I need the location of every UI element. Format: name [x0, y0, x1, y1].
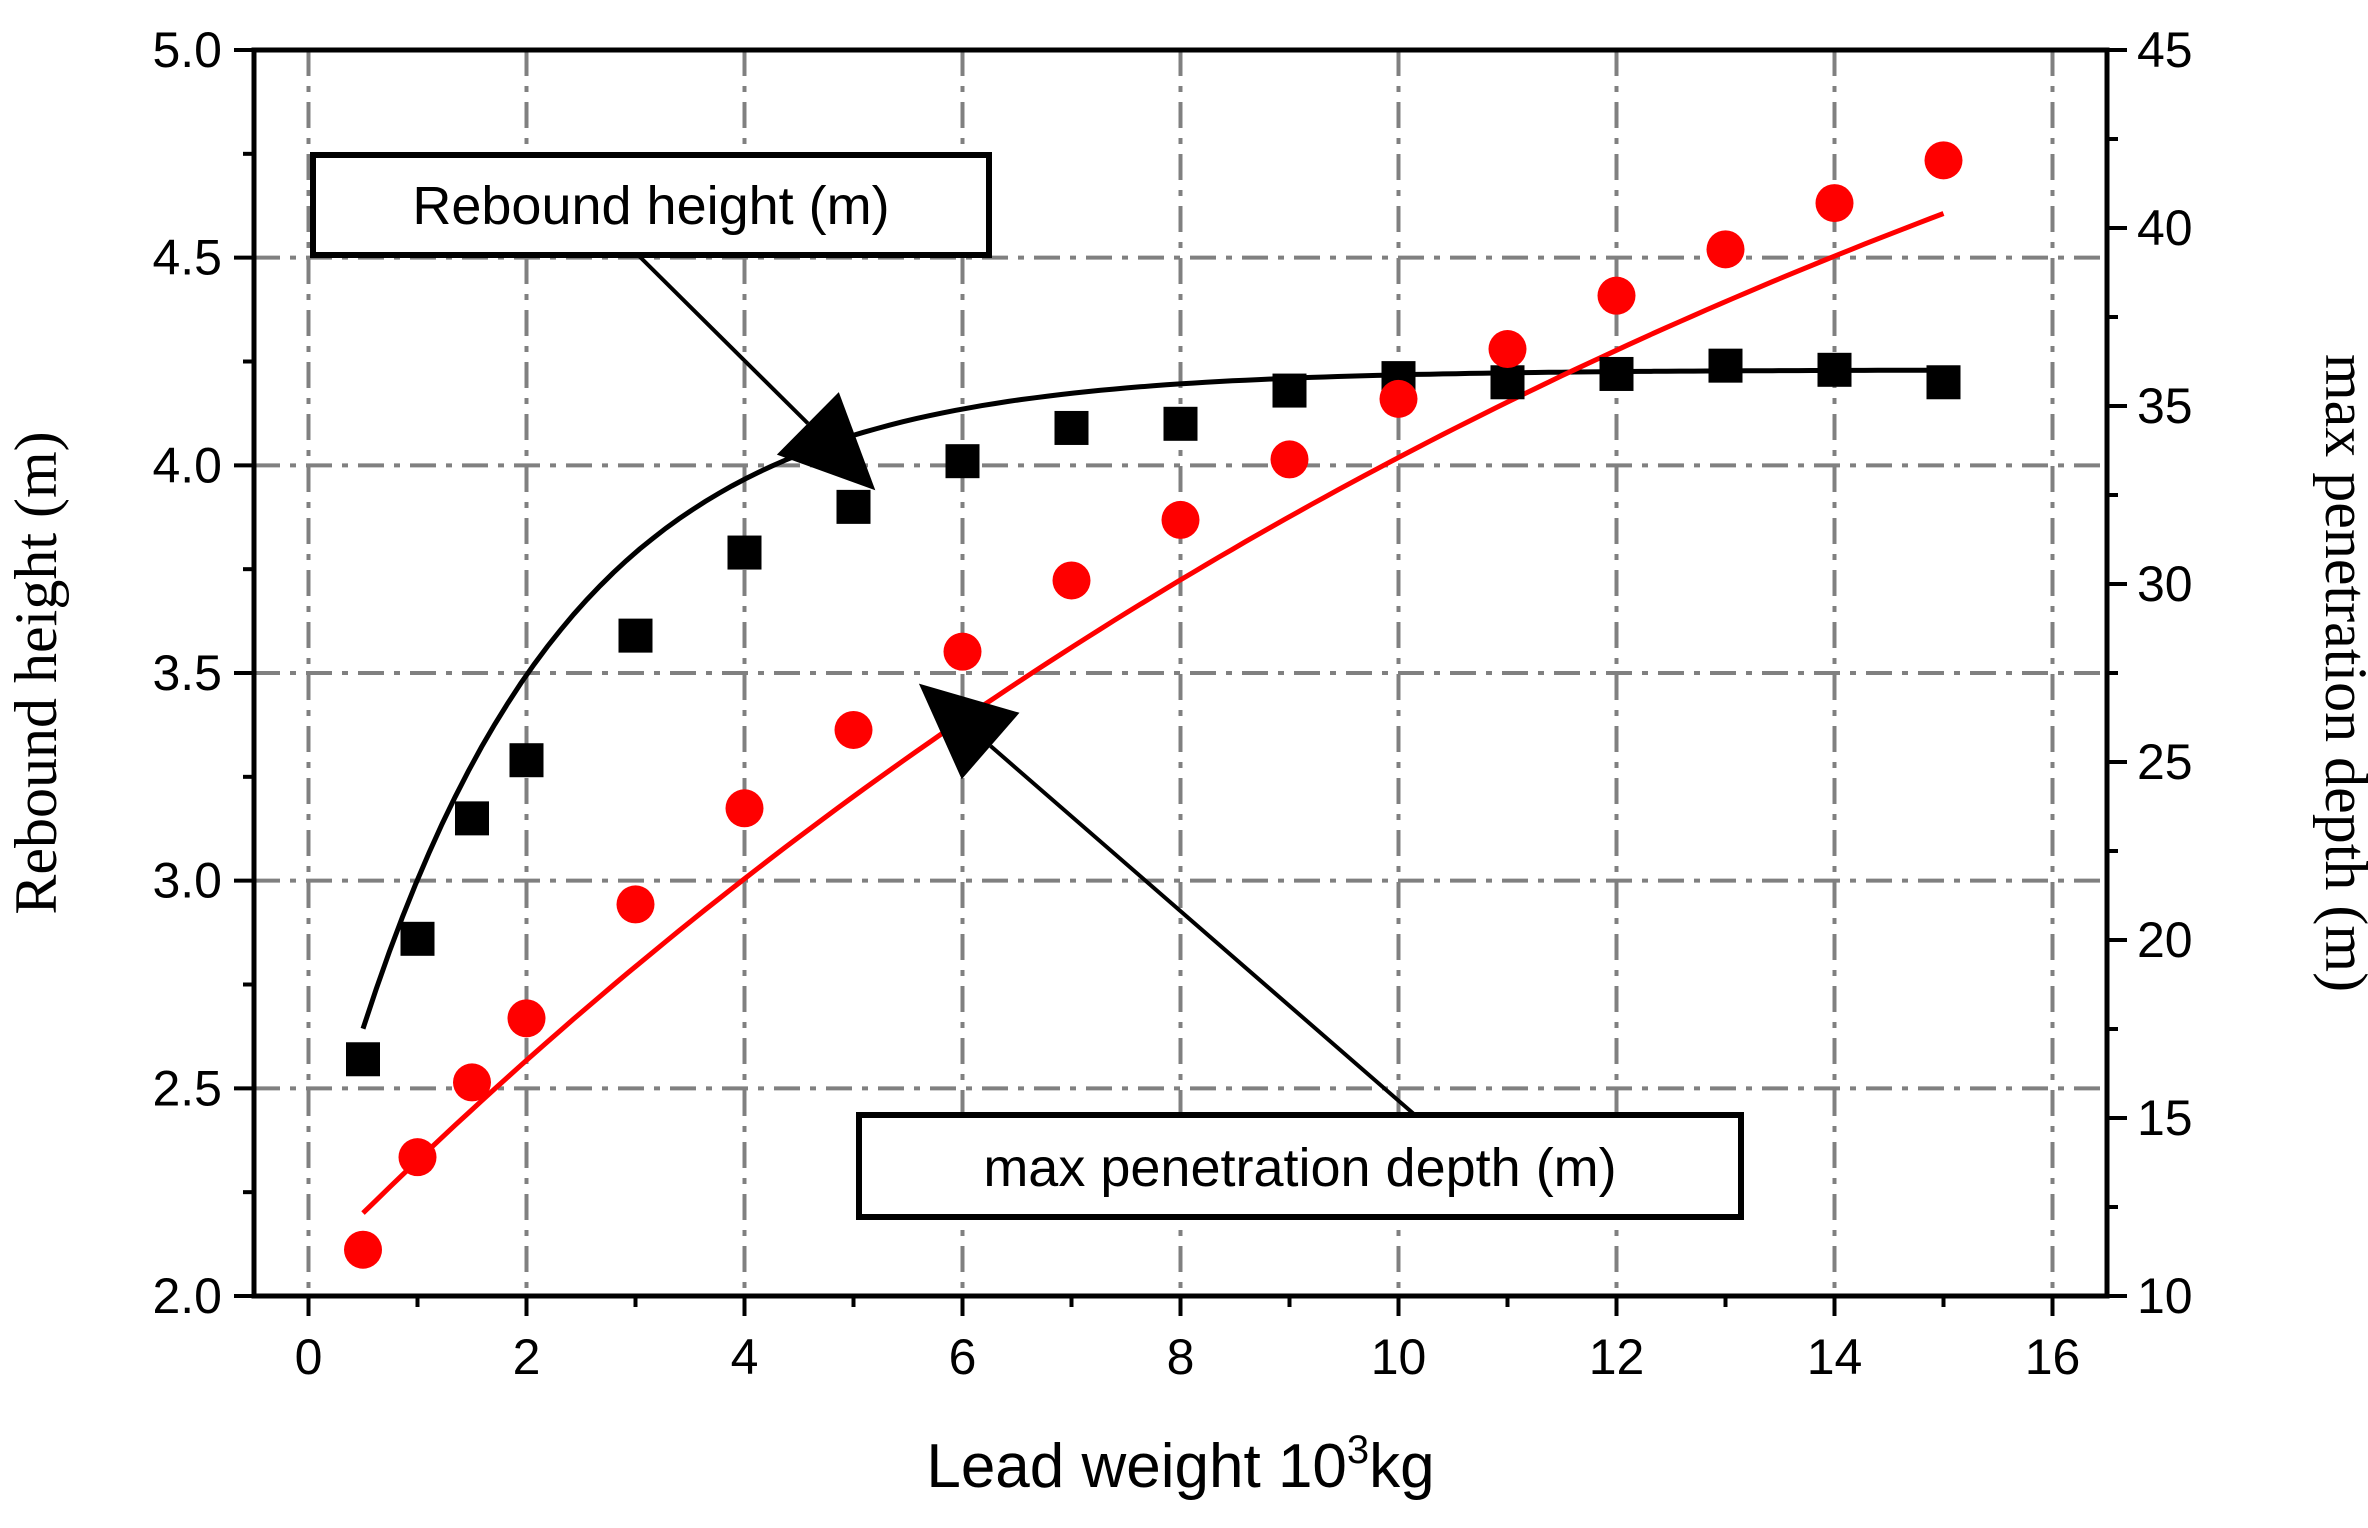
penetration-point: [507, 999, 546, 1038]
y-tick-label-right: 10: [2137, 1268, 2193, 1324]
y-axis-title-right: max penetration depth (m): [2313, 354, 2368, 992]
penetration-point: [834, 710, 873, 749]
y-tick-label-right: 35: [2137, 378, 2193, 434]
rebound-point: [727, 535, 762, 570]
rebound-point: [836, 489, 871, 524]
penetration-point: [344, 1230, 382, 1269]
y-tick-label-left: 3.0: [152, 853, 222, 909]
y-tick-label-right: 15: [2137, 1090, 2193, 1146]
x-tick-label: 16: [2025, 1329, 2081, 1385]
rebound-fit-line: [360, 367, 1944, 1030]
x-tick-label: 12: [1589, 1329, 1645, 1385]
y-tick-label-right: 45: [2137, 22, 2193, 78]
penetration-point: [943, 632, 982, 671]
y-tick-label-left: 2.5: [152, 1060, 222, 1116]
rebound-point: [1490, 365, 1525, 400]
rebound-point: [945, 444, 980, 479]
rebound-annotation-box: [310, 152, 992, 258]
rebound-point: [1599, 356, 1634, 391]
x-axis-title-sup: 3: [1347, 1428, 1369, 1472]
rebound-point: [1054, 410, 1089, 445]
x-tick-label: 8: [1167, 1329, 1195, 1385]
axes-layer: 0 2 4 6 8 10 12 14 16 2.0 2.5 3.0 3.5 4.0 4.5 5.0 10 15 20…: [152, 22, 2192, 1385]
y-axis-title-left: Rebound height (m): [3, 431, 69, 914]
penetration-annotation-arrow-shaft: [989, 744, 1417, 1117]
rebound-point: [346, 1042, 380, 1077]
y-tick-label-left: 3.5: [152, 645, 222, 701]
label-layer: Lead weight 103kg Rebound height (m) max…: [3, 354, 2368, 1501]
penetration-point: [453, 1063, 491, 1102]
y-tick-label-left: 4.5: [152, 230, 222, 286]
rebound-point: [1817, 352, 1852, 387]
penetration-point: [1924, 141, 1963, 180]
penetration-point: [398, 1138, 437, 1177]
y-tick-label-left: 4.0: [152, 437, 222, 493]
y-tick-label-right: 20: [2137, 912, 2193, 968]
rebound-annotation-arrow-head: [776, 392, 876, 491]
rebound-point: [400, 921, 435, 956]
x-tick-label: 4: [731, 1329, 759, 1385]
y-tick-label-right: 30: [2137, 556, 2193, 612]
x-axis-title-main: Lead weight 10: [926, 1432, 1347, 1501]
y-tick-label-right: 25: [2137, 734, 2193, 790]
penetration-annotation-text: max penetration depth (m): [983, 1138, 1616, 1198]
penetration-annotation-box: [856, 1112, 1744, 1220]
penetration-point: [1597, 276, 1636, 315]
x-tick-label: 2: [513, 1329, 541, 1385]
annotation-layer: Rebound height (m) max penetration depth …: [310, 152, 1744, 1220]
penetration-annotation-arrow-head: [918, 683, 1020, 780]
x-tick-label: 0: [295, 1329, 323, 1385]
x-tick-label: 6: [949, 1329, 977, 1385]
series-layer: [344, 141, 1963, 1269]
x-axis-title: Lead weight 103kg: [926, 1428, 1434, 1501]
penetration-point: [616, 885, 655, 924]
penetration-point: [1488, 330, 1527, 369]
penetration-point: [1379, 379, 1418, 418]
rebound-point: [1272, 373, 1307, 408]
y-tick-label-left: 5.0: [152, 22, 222, 78]
rebound-point: [618, 618, 653, 653]
x-tick-label: 10: [1371, 1329, 1427, 1385]
rebound-point: [1708, 348, 1743, 383]
penetration-point: [1052, 561, 1091, 600]
penetration-point: [1161, 500, 1200, 539]
penetration-point: [1270, 440, 1309, 479]
penetration-point: [725, 789, 764, 828]
y-tick-label-right: 40: [2137, 200, 2193, 256]
rebound-annotation-arrow-shaft: [636, 253, 810, 425]
rebound-point: [455, 801, 489, 836]
penetration-point: [1706, 230, 1745, 269]
penetration-point: [1815, 184, 1854, 223]
rebound-point: [1163, 406, 1198, 441]
rebound-point: [509, 743, 544, 778]
x-axis-title-unit: kg: [1369, 1432, 1434, 1501]
rebound-annotation-text: Rebound height (m): [412, 176, 889, 236]
y-tick-label-left: 2.0: [152, 1268, 222, 1324]
x-tick-label: 14: [1807, 1329, 1863, 1385]
penetration-fit-line: [361, 211, 1945, 1215]
rebound-point: [1926, 365, 1961, 400]
